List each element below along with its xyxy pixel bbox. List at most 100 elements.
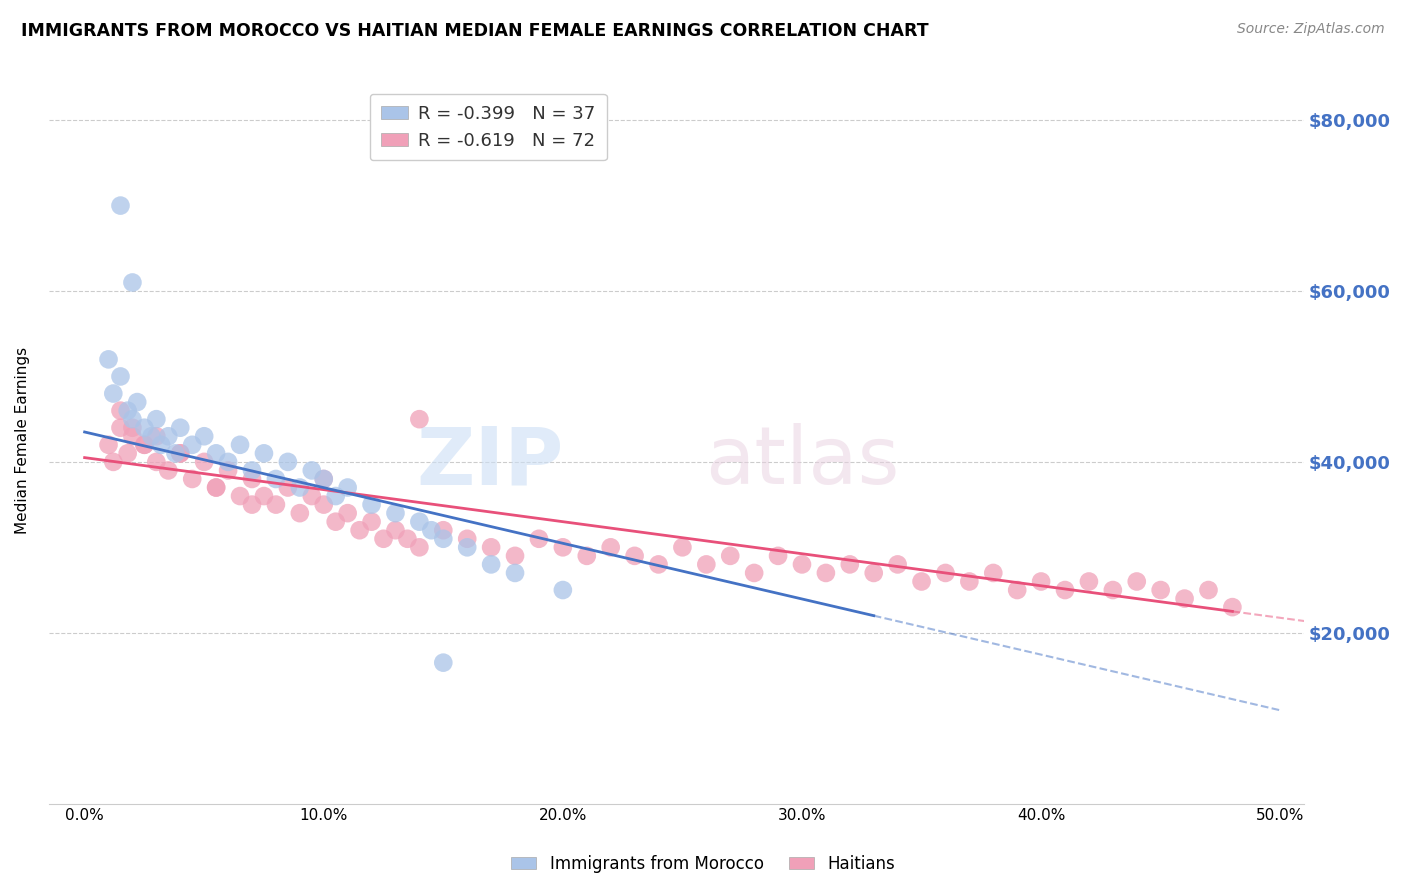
Point: [408, 515, 430, 529]
Point: [253, 446, 276, 460]
Point: [408, 541, 430, 555]
Point: [205, 446, 228, 460]
Point: [134, 421, 156, 435]
Point: [121, 412, 143, 426]
Point: [301, 489, 323, 503]
Point: [456, 541, 478, 555]
Point: [193, 429, 215, 443]
Text: IMMIGRANTS FROM MOROCCO VS HAITIAN MEDIAN FEMALE EARNINGS CORRELATION CHART: IMMIGRANTS FROM MOROCCO VS HAITIAN MEDIA…: [21, 22, 929, 40]
Point: [1029, 574, 1052, 589]
Point: [205, 481, 228, 495]
Point: [1005, 582, 1028, 597]
Point: [479, 541, 502, 555]
Point: [181, 438, 204, 452]
Point: [121, 421, 143, 435]
Point: [1101, 582, 1123, 597]
Point: [312, 498, 335, 512]
Point: [117, 403, 139, 417]
Point: [1126, 574, 1149, 589]
Point: [145, 429, 167, 443]
Point: [551, 582, 574, 597]
Point: [134, 438, 156, 452]
Point: [838, 558, 860, 572]
Point: [384, 506, 406, 520]
Text: atlas: atlas: [704, 424, 900, 501]
Point: [97, 352, 120, 367]
Point: [981, 566, 1004, 580]
Point: [217, 463, 239, 477]
Point: [432, 523, 454, 537]
Point: [1150, 582, 1173, 597]
Point: [141, 429, 163, 443]
Legend: R = -0.399   N = 37, R = -0.619   N = 72: R = -0.399 N = 37, R = -0.619 N = 72: [370, 94, 606, 161]
Point: [127, 395, 149, 409]
Point: [157, 429, 180, 443]
Point: [117, 446, 139, 460]
Point: [599, 541, 621, 555]
Point: [695, 558, 717, 572]
Point: [1077, 574, 1099, 589]
Point: [97, 438, 120, 452]
Point: [301, 463, 323, 477]
Point: [157, 463, 180, 477]
Point: [217, 455, 239, 469]
Point: [527, 532, 550, 546]
Point: [193, 455, 215, 469]
Point: [312, 472, 335, 486]
Point: [277, 455, 299, 469]
Point: [742, 566, 765, 580]
Point: [121, 276, 143, 290]
Legend: Immigrants from Morocco, Haitians: Immigrants from Morocco, Haitians: [505, 848, 901, 880]
Point: [396, 532, 419, 546]
Point: [503, 549, 526, 563]
Point: [1053, 582, 1076, 597]
Point: [103, 455, 125, 469]
Point: [110, 403, 132, 417]
Point: [165, 446, 187, 460]
Point: [134, 438, 156, 452]
Point: [169, 446, 191, 460]
Point: [336, 506, 359, 520]
Point: [408, 412, 430, 426]
Point: [349, 523, 371, 537]
Point: [384, 523, 406, 537]
Point: [373, 532, 395, 546]
Point: [575, 549, 598, 563]
Point: [325, 515, 347, 529]
Point: [456, 532, 478, 546]
Point: [360, 515, 382, 529]
Point: [240, 463, 263, 477]
Point: [957, 574, 980, 589]
Point: [264, 498, 287, 512]
Point: [1222, 600, 1244, 615]
Point: [110, 421, 132, 435]
Point: [110, 198, 132, 212]
Point: [150, 438, 173, 452]
Point: [110, 369, 132, 384]
Point: [1198, 582, 1220, 597]
Point: [647, 558, 669, 572]
Point: [420, 523, 443, 537]
Point: [360, 498, 382, 512]
Point: [910, 574, 932, 589]
Point: [432, 656, 454, 670]
Point: [766, 549, 789, 563]
Point: [205, 481, 228, 495]
Point: [312, 472, 335, 486]
Point: [103, 386, 125, 401]
Point: [551, 541, 574, 555]
Point: [181, 472, 204, 486]
Point: [934, 566, 956, 580]
Point: [671, 541, 693, 555]
Point: [325, 489, 347, 503]
Point: [288, 506, 311, 520]
Text: ZIP: ZIP: [416, 424, 564, 501]
Point: [718, 549, 741, 563]
Point: [432, 532, 454, 546]
Point: [253, 489, 276, 503]
Point: [240, 472, 263, 486]
Point: [229, 489, 252, 503]
Point: [479, 558, 502, 572]
Point: [240, 498, 263, 512]
Text: Source: ZipAtlas.com: Source: ZipAtlas.com: [1237, 22, 1385, 37]
